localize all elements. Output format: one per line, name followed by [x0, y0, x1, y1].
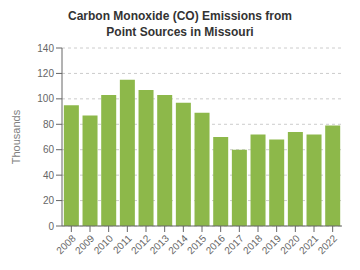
svg-text:2018: 2018 [241, 232, 265, 256]
svg-text:20: 20 [43, 195, 55, 206]
svg-text:2017: 2017 [222, 232, 246, 256]
svg-text:60: 60 [43, 144, 55, 155]
svg-text:2010: 2010 [92, 232, 116, 256]
svg-text:140: 140 [37, 43, 54, 54]
svg-text:40: 40 [43, 170, 55, 181]
svg-text:120: 120 [37, 68, 54, 79]
svg-text:100: 100 [37, 93, 54, 104]
svg-text:2008: 2008 [54, 232, 78, 256]
svg-text:2014: 2014 [166, 232, 190, 256]
svg-text:2013: 2013 [148, 232, 172, 256]
svg-text:2011: 2011 [111, 232, 134, 255]
html-text:Point Sources in Missouri: Point Sources in Missouri [106, 25, 254, 39]
svg-text:2019: 2019 [260, 232, 284, 256]
svg-text:Thousands: Thousands [10, 109, 22, 164]
svg-text:2020: 2020 [278, 232, 302, 256]
html-text:Carbon Monoxide (CO) Emissions: Carbon Monoxide (CO) Emissions from [68, 9, 292, 23]
svg-text:0: 0 [48, 221, 54, 232]
svg-text:2022: 2022 [316, 232, 340, 256]
svg-text:2021: 2021 [297, 232, 321, 256]
svg-text:2016: 2016 [204, 232, 228, 256]
svg-text:2012: 2012 [129, 232, 153, 256]
svg-text:80: 80 [43, 119, 55, 130]
svg-text:2009: 2009 [73, 232, 97, 256]
svg-text:2015: 2015 [185, 232, 209, 256]
